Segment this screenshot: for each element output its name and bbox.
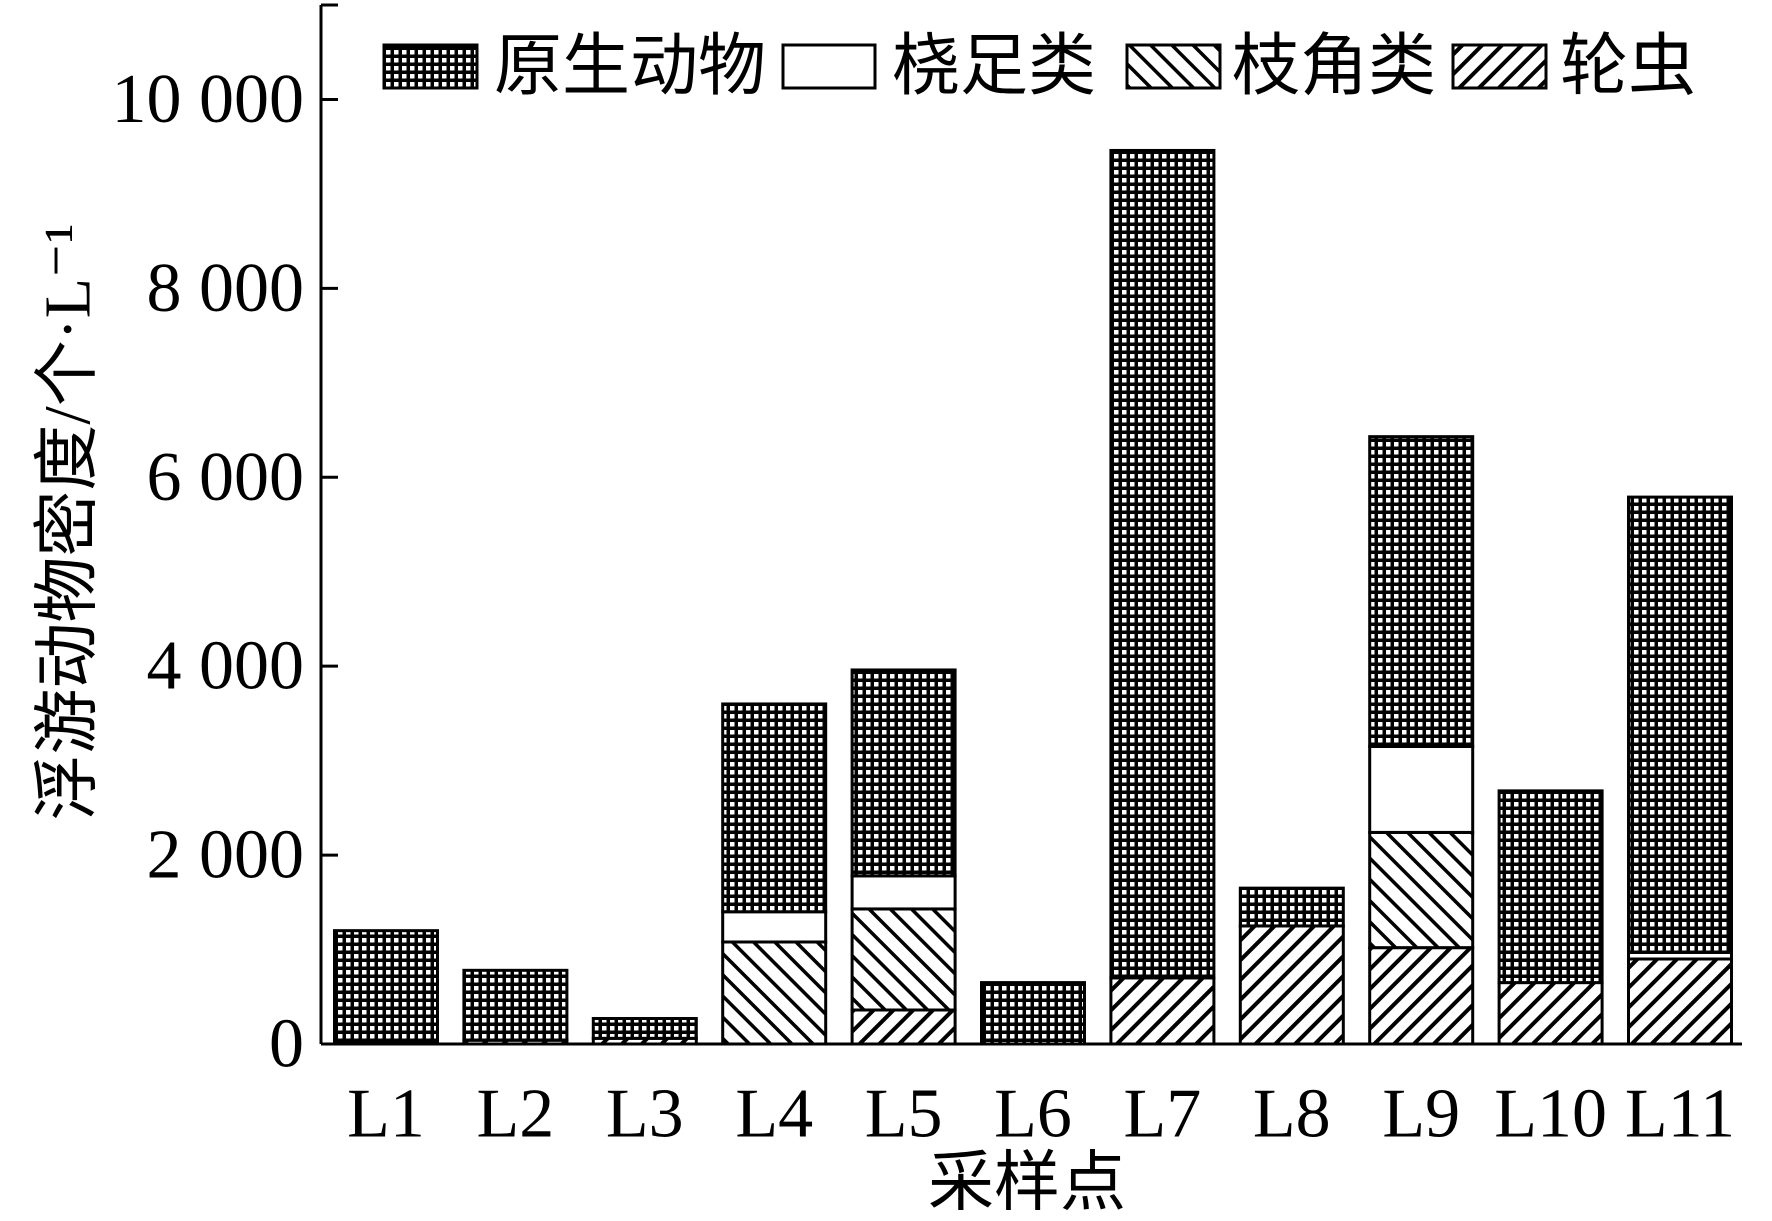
x-tick-label: L7 [1124,1076,1202,1153]
bar-l6 [980,981,1086,1046]
bar-segment-l9-cladocera [1368,830,1475,950]
legend-label-protozoa: 原生动物 [494,28,766,104]
bar-l4 [721,702,828,1046]
legend-swatch-protozoa [382,43,479,90]
bar-segment-l9-rotifera [1368,946,1475,1046]
bar-segment-l3-protozoa [591,1016,698,1040]
bar-segment-l2-protozoa [462,968,569,1042]
x-tick-label: L9 [1382,1076,1460,1153]
legend-item-cladocera: 枝角类 [1125,28,1436,104]
bar-segment-l5-copepoda [850,874,957,911]
x-tick-label: L3 [606,1076,684,1153]
legend-swatch-cladocera [1125,43,1222,90]
y-tick-label: 4 000 [147,628,305,705]
x-tick-label: L4 [735,1076,813,1153]
legend-item-rotifera: 轮虫 [1451,28,1696,104]
bar-segment-l1-protozoa [333,929,439,1044]
bar-segment-l7-protozoa [1109,148,1216,980]
bar-segment-l10-rotifera [1497,981,1604,1046]
bar-segment-l11-rotifera [1627,957,1733,1046]
bar-segment-l11-protozoa [1627,495,1733,954]
y-tick-label: 8 000 [147,250,305,327]
bar-l1 [333,929,439,1046]
bar-l7 [1109,148,1216,1046]
bar-segment-l9-protozoa [1368,435,1475,748]
y-tick-label: 0 [269,1006,304,1083]
bar-segment-l4-cladocera [721,940,828,1046]
legend-swatch-rotifera [1451,43,1548,90]
y-ticks: 0 2 000 4 000 6 000 8 000 10 000 [112,61,338,1083]
bar-l8 [1238,886,1345,1046]
bar-l5 [850,668,957,1046]
legend-swatch-copepoda [781,43,877,90]
y-axis-label: 浮游动物密度/个·L⁻¹ [32,223,105,820]
x-tick-label: L2 [477,1076,555,1153]
bar-segment-l4-copepoda [721,910,828,944]
legend-item-copepoda: 桡足类 [781,28,1096,104]
x-tick-labels: L1 L2 L3 L4 L5 L6 L7 L8 L9 L10 L11 [347,1076,1735,1153]
bar-segment-l8-protozoa [1238,886,1345,928]
bar-segment-l6-protozoa [980,981,1086,1046]
x-tick-label: L6 [994,1076,1072,1153]
bar-l2 [462,968,569,1046]
bars [333,148,1733,1046]
bar-segment-l5-protozoa [850,668,957,878]
bar-segment-l10-protozoa [1497,789,1604,985]
bar-l3 [591,1016,698,1046]
bar-segment-l5-rotifera [850,1008,957,1046]
bar-segment-l4-protozoa [721,702,828,914]
x-tick-label: L5 [865,1076,943,1153]
x-tick-label: L11 [1625,1076,1735,1153]
bar-segment-l7-rotifera [1109,976,1216,1046]
y-tick-label: 2 000 [147,817,305,894]
bar-segment-l8-rotifera [1238,924,1345,1046]
y-tick-label: 10 000 [112,61,305,138]
bar-l9 [1368,435,1475,1046]
y-tick-label: 6 000 [147,439,305,516]
legend-label-rotifera: 轮虫 [1560,28,1696,104]
bar-l10 [1497,789,1604,1046]
x-tick-label: L10 [1494,1076,1607,1153]
bar-segment-l9-copepoda [1368,744,1475,834]
bar-l11 [1627,495,1733,1046]
legend-label-copepoda: 桡足类 [892,28,1096,104]
x-axis-label: 采样点 [928,1147,1126,1220]
x-tick-label: L8 [1253,1076,1331,1153]
x-tick-label: L1 [347,1076,425,1153]
legend-item-protozoa: 原生动物 [382,28,766,104]
bar-segment-l5-cladocera [850,907,957,1012]
legend-label-cladocera: 枝角类 [1232,28,1436,104]
legend: 原生动物 桡足类 枝角类 轮虫 [382,28,1696,104]
